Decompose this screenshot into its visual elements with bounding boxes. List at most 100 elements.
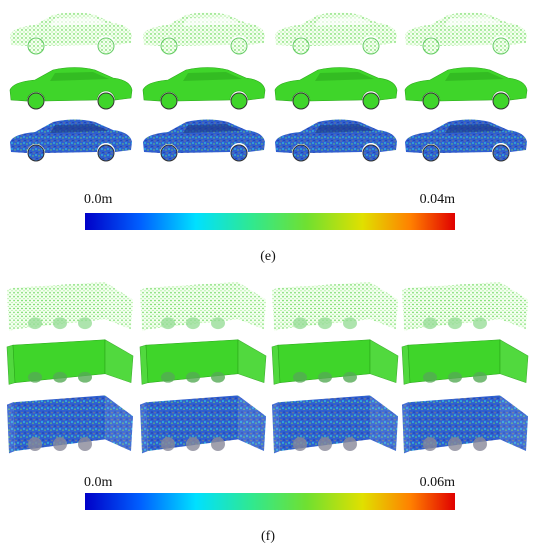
wheel [292,144,310,162]
car-body [142,67,266,102]
room-point-cloud [402,281,528,332]
car-point-cloud [142,67,266,110]
car-window [315,72,374,81]
wheel [292,37,310,55]
room-wall [238,395,266,452]
room-object [318,371,332,383]
room-object [423,437,437,452]
wheel [422,144,440,162]
wheel [97,37,115,55]
wheel [97,144,115,162]
car-point-cloud [404,67,528,110]
room-point-cloud [401,339,529,385]
room-wall [105,281,133,330]
room-object [186,437,200,452]
point-cloud-grid [6,12,529,454]
car-body [405,12,527,46]
room-wall [370,281,398,330]
car-body [275,12,397,46]
room-object [161,317,175,330]
room-object [78,437,92,452]
caption: (e) [260,249,276,264]
room-wall [278,395,370,452]
room-point-cloud [139,339,267,385]
colorbar [85,213,455,230]
room-object [343,437,357,452]
room-object [211,371,225,383]
colorbar-min-label: 0.0m [84,192,113,207]
room-object [78,317,92,330]
car-body [143,119,265,153]
car-point-cloud [9,67,133,110]
car-body [143,12,265,46]
room-object [343,317,357,330]
room-object [53,317,67,330]
room-object [423,317,437,330]
wheel [422,37,440,55]
room-object [211,317,225,330]
room-point-cloud [140,395,266,454]
room-point-cloud [402,395,528,454]
wheel [422,92,440,110]
car-window [50,124,109,133]
room-object [343,371,357,383]
wheel [27,37,45,55]
room-point-cloud [272,395,398,454]
room-point-cloud [272,281,398,332]
room-wall [402,402,410,454]
room-point-cloud [271,339,399,385]
room-object [28,317,42,330]
room-wall [408,395,500,452]
car-window [183,124,242,133]
room-wall [7,287,15,332]
room-object [186,371,200,383]
room-object [318,437,332,452]
room-wall [13,281,105,330]
car-point-cloud [275,12,397,55]
car-window [445,17,504,26]
room-object [473,317,487,330]
wheel [27,144,45,162]
room-object [161,371,175,383]
room-object [293,371,307,383]
car-window [50,72,109,81]
room-object [78,371,92,383]
room-wall [238,281,266,330]
room-object [448,317,462,330]
wheel [362,92,380,110]
room-wall [272,402,280,454]
car-window [315,17,374,26]
room-wall [13,395,105,452]
car-window [315,124,374,133]
wheel [160,144,178,162]
wheel [97,92,115,110]
car-window [183,72,242,81]
car-body [274,67,398,102]
wheel [160,37,178,55]
room-wall [500,281,528,330]
wheel [492,37,510,55]
car-window [445,72,504,81]
wheel [230,144,248,162]
room-object [53,371,67,383]
room-object [473,371,487,383]
wheel [362,37,380,55]
car-point-cloud [275,119,397,162]
car-body [405,119,527,153]
colorbar [85,493,455,510]
car-point-cloud [405,119,527,162]
room-wall [146,395,238,452]
car-point-cloud [10,12,132,55]
room-object [28,437,42,452]
room-object [448,437,462,452]
room-wall [140,287,148,332]
car-body [10,12,132,46]
wheel [230,92,248,110]
room-object [293,317,307,330]
room-wall [499,339,529,384]
car-body [9,67,133,102]
room-wall [370,395,398,452]
room-object [293,437,307,452]
room-wall [104,339,134,384]
